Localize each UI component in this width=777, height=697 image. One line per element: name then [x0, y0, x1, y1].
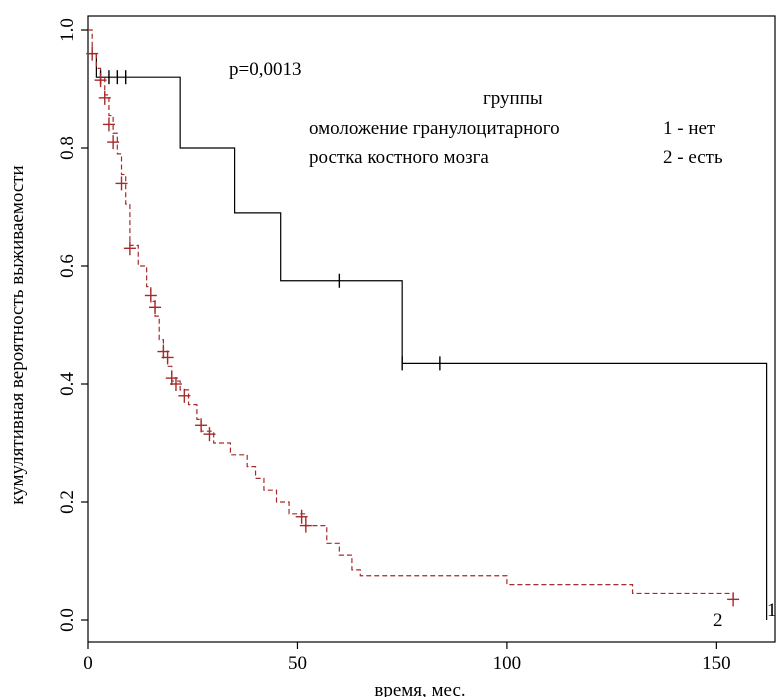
x-tick-label-0: 0: [83, 653, 93, 674]
series-layer: 12: [86, 29, 777, 631]
y-axis-title: кумулятивная вероятность выживаемости: [7, 165, 28, 504]
x-tick-label-3: 150: [702, 653, 731, 674]
y-tick-label-5: 1.0: [57, 18, 78, 42]
y-tick-label-1: 0.2: [57, 490, 78, 514]
x-tick-label-2: 100: [493, 653, 522, 674]
x-tick-label-1: 50: [288, 653, 307, 674]
legend-line-1-text: омоложение гранулоцитарного: [309, 118, 560, 139]
y-tick-label-4: 0.8: [57, 136, 78, 160]
y-tick-label-2: 0.4: [57, 372, 78, 396]
axes: 0 50 100 150 0.0 0.2 0.4 0.6 0.8 1.0: [57, 15, 776, 674]
legend-line-2-code: 2 - есть: [663, 147, 723, 168]
legend-title: группы: [483, 88, 543, 109]
legend-line-2-text: ростка костного мозга: [309, 147, 489, 168]
legend-line-1-code: 1 - нет: [663, 118, 716, 139]
annotations: p=0,0013 группы омоложение гранулоцитарн…: [7, 59, 723, 697]
series-2-curve: [88, 29, 734, 600]
y-tick-label-0: 0.0: [57, 608, 78, 632]
series-1-end-label: 1: [767, 600, 777, 621]
p-value-text: p=0,0013: [229, 59, 301, 80]
x-axis-title: время, мес.: [374, 680, 465, 697]
plot-frame: [87, 15, 776, 643]
series-2-end-label: 2: [713, 610, 723, 631]
y-tick-label-3: 0.6: [57, 254, 78, 278]
